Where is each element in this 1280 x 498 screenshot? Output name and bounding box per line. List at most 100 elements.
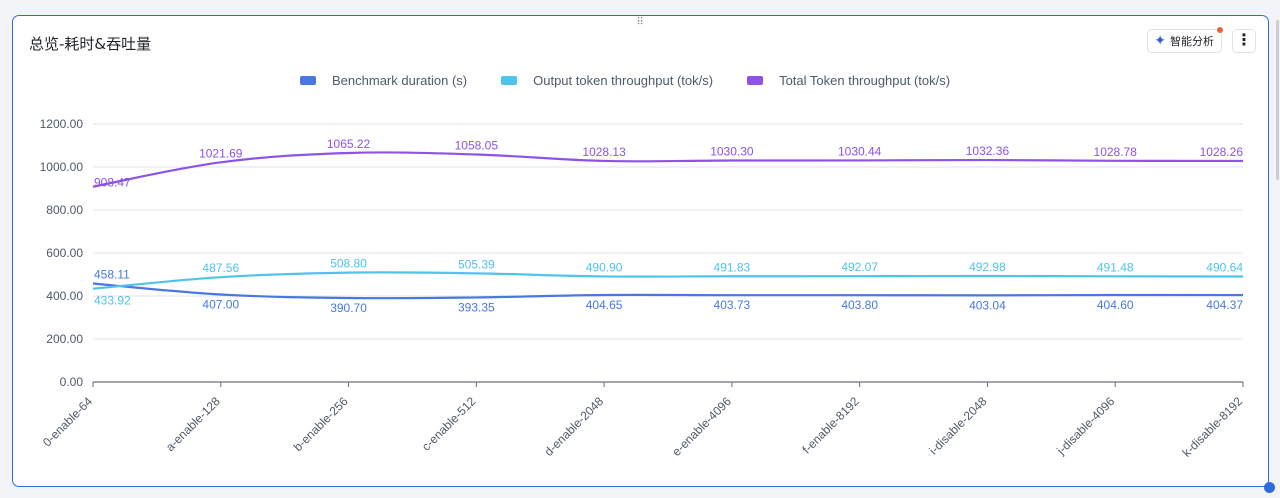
legend-item-benchmark-duration[interactable]: Benchmark duration (s) [300,73,467,88]
data-point-benchmark-duration [474,295,479,300]
data-point-output-throughput [602,274,607,279]
y-tick-label: 1200.00 [40,117,84,131]
x-tick-label: k-disable-8192 [1180,394,1246,460]
sparkle-icon: ✦ [1154,33,1166,49]
y-tick-label: 1000.00 [40,160,84,174]
data-label-benchmark-duration: 390.70 [330,301,367,315]
data-label-benchmark-duration: 403.80 [841,298,878,312]
data-point-total-throughput [985,158,990,163]
data-point-benchmark-duration [218,292,223,297]
data-label-benchmark-duration: 407.00 [202,297,239,311]
legend-swatch [747,76,764,85]
data-point-total-throughput [602,159,607,164]
y-tick-label: 800.00 [46,203,83,217]
data-point-output-throughput [857,274,862,279]
x-tick-label: a-enable-128 [163,394,223,454]
data-label-output-throughput: 492.98 [969,260,1006,274]
series-line-benchmark-duration [92,282,1244,300]
x-tick-label: b-enable-256 [291,394,351,454]
data-label-benchmark-duration: 403.73 [714,298,751,312]
data-point-total-throughput [857,158,862,163]
data-point-benchmark-duration [91,281,96,286]
legend-label: Output token throughput (tok/s) [533,73,714,88]
x-tick-label: i-disable-2048 [926,394,989,457]
data-point-output-throughput [346,270,351,275]
series-line-total-throughput [92,151,1244,188]
data-point-total-throughput [1241,159,1246,164]
data-label-output-throughput: 487.56 [202,261,239,275]
x-tick-label: j-disable-4096 [1053,394,1117,458]
y-tick-label: 600.00 [46,246,83,260]
data-label-benchmark-duration: 404.60 [1097,298,1134,312]
legend-label: Total Token throughput (tok/s) [779,73,951,88]
data-point-total-throughput [729,158,734,163]
data-point-output-throughput [91,286,96,291]
data-point-output-throughput [474,271,479,276]
data-label-benchmark-duration: 403.04 [969,298,1006,312]
data-label-output-throughput: 505.39 [458,257,495,271]
x-tick-label: f-enable-8192 [800,394,862,456]
data-label-output-throughput: 492.07 [841,260,878,274]
data-point-output-throughput [1241,274,1246,279]
data-point-benchmark-duration [1113,293,1118,298]
data-point-output-throughput [985,274,990,279]
page-scrollbar[interactable] [1276,20,1279,180]
data-label-output-throughput: 490.90 [586,260,623,274]
drag-handle-icon[interactable]: ⠿ [636,17,645,28]
data-label-total-throughput: 1028.26 [1200,145,1244,159]
data-point-benchmark-duration [346,296,351,301]
data-label-output-throughput: 508.80 [330,257,367,271]
data-point-total-throughput [474,152,479,157]
data-point-output-throughput [1113,274,1118,279]
data-point-benchmark-duration [857,293,862,298]
data-label-total-throughput: 1030.44 [838,144,882,158]
data-label-total-throughput: 1032.36 [966,144,1010,158]
data-point-output-throughput [218,275,223,280]
chart-title: 总览-耗时&吞吐量 [29,35,152,53]
data-label-output-throughput: 491.48 [1097,260,1134,274]
data-point-benchmark-duration [985,293,990,298]
data-label-output-throughput: 491.83 [714,260,751,274]
x-tick-label: e-enable-4096 [669,394,734,459]
data-point-benchmark-duration [729,293,734,298]
data-label-total-throughput: 1065.22 [327,137,371,151]
legend-label: Benchmark duration (s) [332,73,468,88]
chart-card: ⠿ 总览-耗时&吞吐量 ✦ 智能分析 ⋮ [12,15,1275,493]
data-point-output-throughput [729,274,734,279]
ai-analysis-label: 智能分析 [1170,35,1214,48]
data-point-total-throughput [346,151,351,156]
data-label-output-throughput: 433.92 [94,294,131,308]
data-point-total-throughput [218,160,223,165]
series-line-output-throughput [92,271,1244,290]
y-tick-label: 200.00 [46,332,83,346]
data-point-total-throughput [1113,158,1118,163]
resize-handle[interactable] [1264,482,1275,493]
data-label-benchmark-duration: 404.65 [586,298,623,312]
legend-swatch [300,76,316,85]
data-label-total-throughput: 908.47 [94,176,131,190]
x-tick-label: 0-enable-64 [40,394,95,449]
data-point-benchmark-duration [602,293,607,298]
data-label-total-throughput: 1058.05 [455,139,499,153]
y-tick-label: 400.00 [46,289,83,303]
data-label-benchmark-duration: 458.11 [94,268,130,282]
ai-analysis-button[interactable]: ✦ 智能分析 [1147,27,1223,53]
legend-item-total-throughput[interactable]: Total Token throughput (tok/s) [747,73,950,88]
data-label-output-throughput: 490.64 [1206,261,1243,275]
notification-dot [1217,27,1223,33]
data-label-total-throughput: 1028.13 [582,145,626,159]
data-label-total-throughput: 1030.30 [710,144,754,158]
chart-legend: Benchmark duration (s) Output token thro… [300,73,950,88]
data-label-benchmark-duration: 393.35 [458,300,495,314]
y-tick-label: 0.00 [60,375,84,389]
x-tick-label: d-enable-2048 [542,394,607,459]
data-point-benchmark-duration [1241,293,1246,298]
data-label-total-throughput: 1021.69 [199,146,243,160]
more-options-button[interactable]: ⋮ [1232,29,1256,53]
data-label-total-throughput: 1028.78 [1094,145,1138,159]
x-tick-label: c-enable-512 [419,394,479,454]
data-label-benchmark-duration: 404.37 [1206,298,1243,312]
legend-item-output-throughput[interactable]: Output token throughput (tok/s) [501,73,713,88]
legend-swatch [501,76,518,85]
